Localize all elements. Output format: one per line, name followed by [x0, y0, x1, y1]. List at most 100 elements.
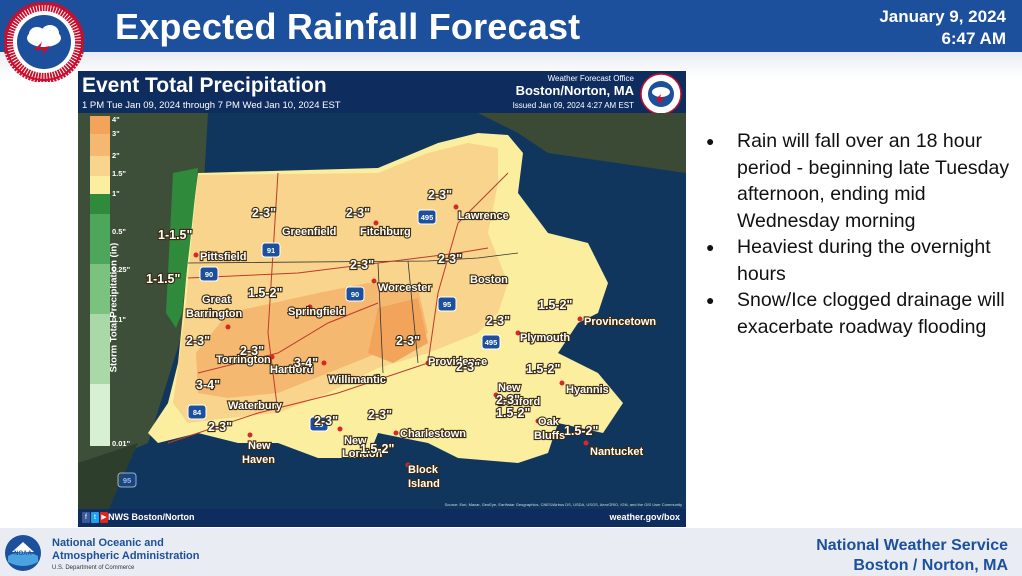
- city-label-waterbury: Waterbury: [228, 400, 283, 412]
- highway-91: [267, 172, 279, 414]
- legend-colorbar: 4" 3" 2" 1.5" 1" 0.5" 0.25" 0.1" 0.01": [90, 115, 131, 448]
- highway-84: [197, 302, 379, 374]
- city-label-island: Island: [408, 478, 440, 490]
- city-label-haven: Haven: [242, 454, 275, 466]
- bullet-item: Heaviest during the overnight hours: [706, 234, 1016, 287]
- facebook-icon[interactable]: f: [82, 512, 90, 523]
- city-dot-lawrence: [453, 204, 459, 210]
- map-title: Event Total Precipitation: [82, 74, 327, 97]
- map-source-credit: Source: Esri, Maxar, GeoEye, Earthstar G…: [444, 502, 682, 507]
- youtube-icon[interactable]: ▶: [100, 512, 108, 523]
- amount-label: 2-3": [208, 420, 232, 434]
- amount-label: 2-3": [438, 252, 462, 266]
- city-label-worcester: Worcester: [378, 282, 432, 294]
- nws-office-name: National Weather Service Boston / Norton…: [816, 536, 1008, 576]
- legend-tick: 0.1": [112, 315, 126, 324]
- highway-shields: 495 91 90 90 95 495 84 95 95: [117, 209, 501, 488]
- city-label-charlestown: Charlestown: [400, 428, 466, 440]
- amount-label: 1.5-2": [496, 406, 530, 420]
- footer-bar: [0, 528, 1022, 576]
- north-land: [78, 113, 686, 173]
- legend-tick: 1.5": [112, 169, 126, 178]
- city-dot-oak-bluffs: [535, 418, 541, 424]
- amount-label: 1.5-2": [526, 362, 560, 376]
- city-label-boston: Boston: [470, 274, 508, 286]
- shield-90-east: 90: [351, 290, 359, 299]
- amount-label: 2-3": [186, 334, 210, 348]
- map-footer-url[interactable]: weather.gov/box: [609, 512, 680, 522]
- precipitation-map: 495 91 90 90 95 495 84 95 95 Lawrence Gr…: [78, 113, 686, 511]
- noaa-name: National Oceanic and Atmospheric Adminis…: [52, 537, 200, 563]
- city-label-torrington: Torrington: [216, 354, 271, 366]
- city-label-hartford: Hartford: [270, 364, 313, 376]
- city-dot-fitchburg: [373, 220, 379, 226]
- amount-label: 2-3": [368, 408, 392, 422]
- map-header: Event Total Precipitation 1 PM Tue Jan 0…: [78, 71, 686, 115]
- svg-text:NOAA: NOAA: [14, 551, 32, 557]
- city-label-plymouth: Plymouth: [520, 332, 570, 344]
- shield-95-ny: 95: [123, 476, 131, 485]
- rain-zone-3-4-a: [196, 283, 428, 398]
- nws-name-line1: National Weather Service: [816, 537, 1008, 554]
- city-dot-block-island: [405, 462, 411, 468]
- amount-label: 2-3": [428, 188, 452, 202]
- amount-label: 1.5-2": [564, 424, 598, 438]
- city-dot-worcester: [371, 278, 377, 284]
- city-label-greenfield: Greenfield: [282, 226, 336, 238]
- amount-label: 1.5-2": [538, 298, 572, 312]
- ma-ct-border: [187, 252, 519, 264]
- legend-tick: 0.25": [112, 265, 131, 274]
- city-label-new-3: New: [344, 435, 367, 447]
- amount-label: 1.5-2": [360, 442, 394, 456]
- city-label-nantucket: Nantucket: [590, 446, 644, 458]
- city-dot-provincetown: [577, 316, 583, 322]
- city-label-fitchburg: Fitchburg: [360, 226, 411, 238]
- amount-label: 1-1.5": [146, 272, 180, 286]
- city-label-bedford: Bedford: [498, 396, 540, 408]
- amount-label: 2-3": [240, 344, 264, 358]
- city-dot-nantucket: [583, 440, 589, 446]
- city-dot-springfield: [307, 304, 313, 310]
- shield-95-south: 95: [315, 420, 323, 429]
- amount-label: 2-3": [486, 314, 510, 328]
- city-dot-plymouth: [515, 330, 521, 336]
- city-label-london: London: [342, 448, 383, 460]
- legend-title: Storm Total Precipitation (in): [108, 242, 120, 373]
- amount-label: 2-3": [252, 206, 276, 220]
- page-title: Expected Rainfall Forecast: [115, 6, 581, 47]
- city-label-providence: Providence: [428, 356, 487, 368]
- legend-tick: 0.01": [112, 439, 131, 448]
- amount-label: 2-3": [396, 334, 420, 348]
- legend-tick: 3": [112, 129, 120, 138]
- noaa-name-line2: Atmospheric Administration: [52, 550, 200, 562]
- city-dot-new-bedford: [493, 392, 499, 398]
- city-dot-torrington: [269, 354, 275, 360]
- city-label-provincetown: Provincetown: [584, 316, 656, 328]
- bullet-item: Snow/Ice clogged drainage will exacerbat…: [706, 287, 1016, 340]
- office-name: Boston/Norton, MA: [515, 83, 634, 98]
- office-label: Weather Forecast Office: [547, 74, 634, 83]
- amount-label: 1-1.5": [158, 228, 192, 242]
- city-dot-boston: [471, 274, 477, 280]
- amount-label: 3-4": [196, 378, 220, 392]
- city-dot-pittsfield: [193, 252, 199, 258]
- city-dot-hyannis: [559, 380, 565, 386]
- shield-495-north: 495: [421, 213, 434, 222]
- city-dot-greenfield: [301, 228, 307, 234]
- city-dot-providence: [425, 360, 431, 366]
- shield-90-west: 90: [205, 270, 213, 279]
- header-date: January 9, 2024: [879, 7, 1006, 26]
- shield-495-south: 495: [485, 338, 498, 347]
- rain-zone-1-1-5: [166, 168, 198, 328]
- city-dot-willimantic: [341, 378, 347, 384]
- header-bar: Expected Rainfall Forecast January 9, 20…: [0, 0, 1022, 52]
- city-markers: [193, 204, 589, 468]
- legend-tick: 1": [112, 189, 120, 198]
- map-nws-logo-icon: [640, 73, 682, 115]
- city-dot-new-haven: [247, 432, 253, 438]
- twitter-icon[interactable]: t: [91, 512, 99, 523]
- legend-tick: 2": [112, 151, 120, 160]
- city-label-springfield: Springfield: [288, 306, 345, 318]
- nws-logo-icon: [4, 2, 84, 82]
